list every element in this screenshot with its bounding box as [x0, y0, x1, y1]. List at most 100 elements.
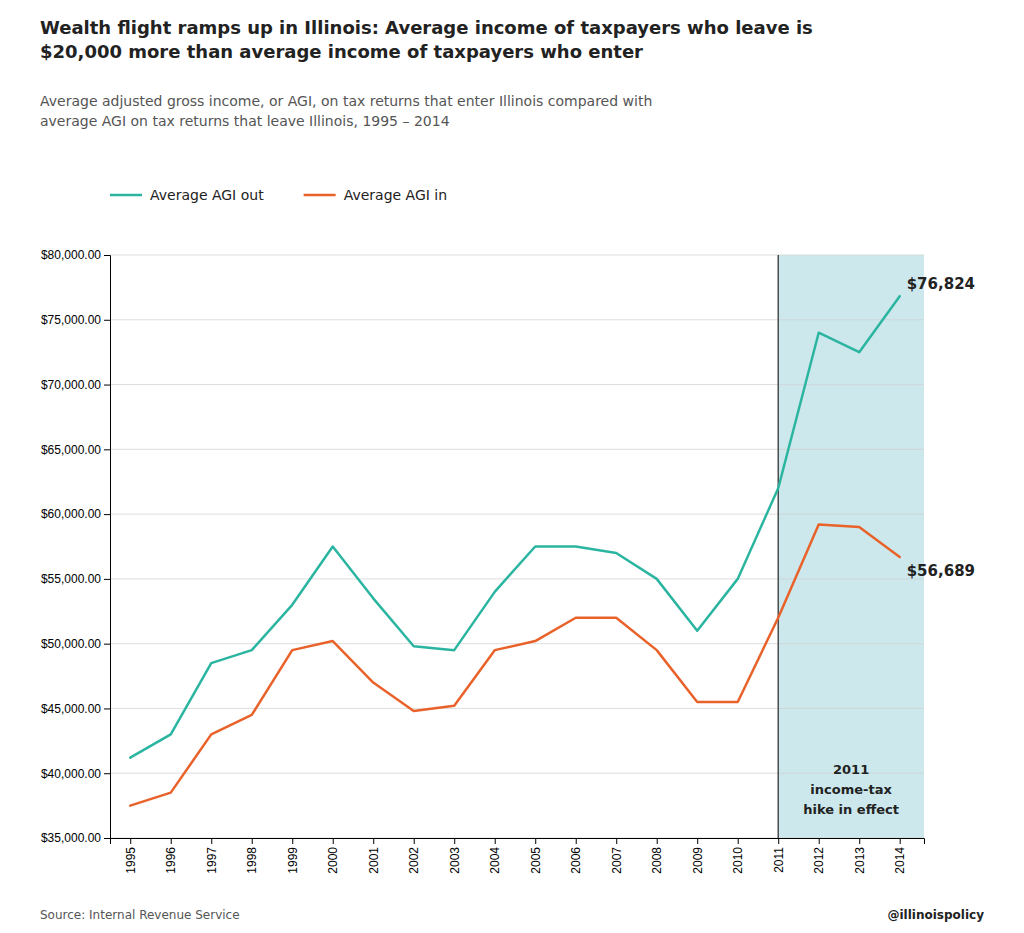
y-tick-label: $60,000.00: [41, 507, 101, 521]
x-tick-label: 2002: [407, 847, 421, 874]
x-tick-mark: [697, 838, 698, 844]
title: Wealth flight ramps up in Illinois: Aver…: [40, 17, 813, 62]
grid: [110, 255, 924, 838]
x-tick-label: 2011: [772, 847, 786, 873]
x-tick-mark: [373, 838, 374, 844]
y-tick-label: $70,000.00: [41, 378, 101, 392]
x-tick: 2012: [812, 838, 826, 874]
y-tick-mark: [104, 255, 110, 256]
x-tick-mark: [252, 838, 253, 844]
x-tick-label: 2003: [448, 847, 462, 874]
y-tick-label: $50,000.00: [41, 637, 101, 651]
x-tick-mark: [859, 838, 860, 844]
x-tick-label: 2014: [893, 847, 907, 874]
x-tick-mark: [616, 838, 617, 844]
x-tick-mark: [130, 838, 131, 844]
x-tick-label: 2008: [650, 847, 664, 874]
x-tick-mark: [738, 838, 739, 844]
x-tick-label: 1996: [164, 847, 178, 874]
x-tick: 2009: [691, 838, 705, 874]
x-tick: 1999: [286, 838, 300, 874]
x-tick: 2005: [529, 838, 543, 874]
x-axis: 1995199619971998199920002001200220032004…: [111, 838, 925, 874]
line: [130, 296, 899, 758]
y-tick-mark: [104, 449, 110, 450]
legend-label: Average AGI out: [150, 187, 264, 203]
x-tick-mark: [495, 838, 496, 844]
x-tick-mark: [576, 838, 577, 844]
x-tick-mark: [900, 838, 901, 844]
x-tick-label: 1997: [205, 847, 219, 874]
x-tick-label: 2010: [731, 847, 745, 874]
y-tick: $45,000.00: [41, 702, 110, 716]
y-tick-label: $35,000.00: [41, 831, 101, 845]
legend: Average AGI out Average AGI in: [110, 187, 447, 203]
x-tick-mark: [171, 838, 172, 844]
x-tick-mark: [778, 838, 779, 844]
x-tick: 1997: [205, 838, 219, 874]
x-tick: 2000: [326, 838, 340, 874]
y-tick-mark: [104, 838, 110, 839]
x-tick-mark: [333, 838, 334, 844]
x-tick-label: 2009: [691, 847, 705, 874]
x-tick-label: 2012: [812, 847, 826, 874]
y-tick-mark: [104, 514, 110, 515]
x-axis-line: [111, 839, 925, 845]
highlight-region: [778, 255, 924, 838]
legend-label: Average AGI in: [344, 187, 447, 203]
x-tick: 2007: [610, 838, 624, 874]
y-tick-label: $80,000.00: [41, 248, 101, 262]
y-tick-label: $40,000.00: [41, 767, 101, 781]
x-tick: 2004: [488, 838, 502, 874]
x-tick: 2001: [367, 838, 381, 874]
y-tick-label: $75,000.00: [41, 313, 101, 327]
y-tick: $70,000.00: [41, 378, 110, 392]
y-tick-mark: [104, 579, 110, 580]
x-tick: 2014: [893, 838, 907, 874]
y-tick-mark: [104, 773, 110, 774]
x-tick: 2013: [853, 838, 867, 874]
grid-line: [110, 773, 924, 774]
grid-line: [110, 255, 924, 256]
line: [130, 524, 899, 805]
y-axis: $35,000.00 $40,000.00 $45,000.00 $50,000.00…: [41, 248, 111, 845]
value-label: $56,689: [907, 562, 975, 580]
grid-line: [110, 319, 924, 320]
y-tick: $55,000.00: [41, 572, 110, 586]
x-tick-mark: [535, 838, 536, 844]
x-tick-label: 1995: [124, 847, 138, 874]
y-tick-label: $65,000.00: [41, 443, 101, 457]
x-tick-mark: [454, 838, 455, 844]
x-tick-mark: [211, 838, 212, 844]
y-tick: $75,000.00: [41, 313, 110, 327]
x-tick: 2010: [731, 838, 745, 874]
x-tick-label: 2001: [367, 847, 381, 874]
x-tick-mark: [657, 838, 658, 844]
grid-line: [110, 384, 924, 385]
x-tick: 2002: [407, 838, 421, 874]
y-tick-mark: [104, 644, 110, 645]
x-tick-mark: [819, 838, 820, 844]
x-tick: 2008: [650, 838, 664, 874]
x-tick-label: 1999: [286, 847, 300, 874]
credit: @illinoispolicy: [888, 908, 985, 922]
y-tick: $80,000.00: [41, 248, 110, 262]
legend-swatch: [110, 194, 142, 197]
x-tick-label: 2007: [610, 847, 624, 874]
x-tick: 1995: [124, 838, 138, 874]
y-axis-line: [104, 256, 111, 839]
y-tick: $35,000.00: [41, 831, 110, 845]
value-label: $76,824: [907, 275, 975, 293]
x-tick-label: 2005: [529, 847, 543, 874]
highlight-line: [778, 255, 779, 838]
y-tick: $60,000.00: [41, 507, 110, 521]
y-tick: $65,000.00: [41, 443, 110, 457]
x-tick-label: 2013: [853, 847, 867, 874]
y-tick-mark: [104, 708, 110, 709]
x-tick-label: 2006: [569, 847, 583, 874]
x-tick-label: 2000: [326, 847, 340, 874]
legend-item: Average AGI out: [110, 187, 264, 203]
x-tick: 2003: [448, 838, 462, 874]
y-tick-label: $45,000.00: [41, 702, 101, 716]
annotation: 2011income-taxhike in effect: [803, 762, 899, 817]
